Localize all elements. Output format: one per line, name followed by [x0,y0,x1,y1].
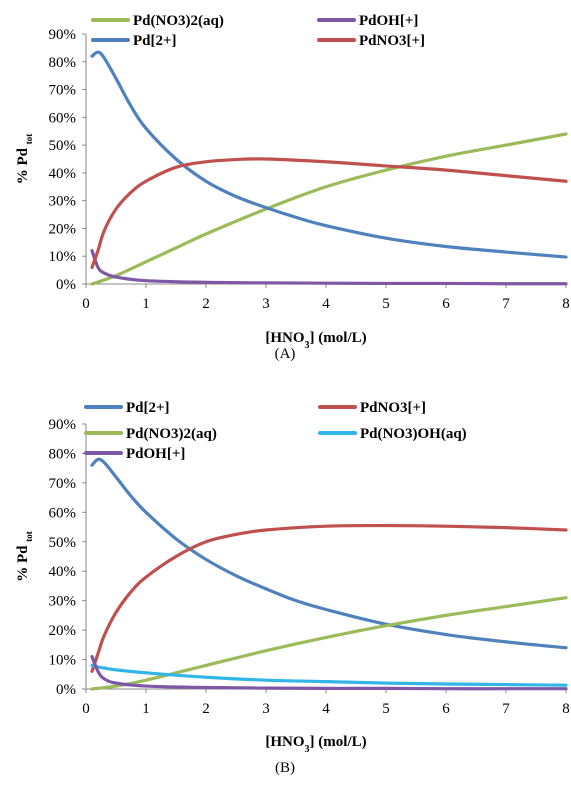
chart-a-series-line-pdno3 [90,157,568,269]
chart-b-series-line-pdoh [90,655,568,691]
chart-a-y-tick-label: 50% [49,138,77,154]
chart-b-legend-label-pdno3: PdNO3[+] [360,400,426,416]
chart-b-y-axis-label: % Pd tot [15,531,34,582]
chart-b-legend-label-pd-2: Pd[2+] [126,400,170,416]
chart-b-x-tick-label: 5 [382,701,390,717]
chart-b-series-line-pd-2 [90,457,568,650]
chart-b-y-tick-label: 30% [49,594,77,610]
chart-a-x-tick-label: 2 [202,296,210,312]
chart-a-x-tick-label: 1 [142,296,150,312]
chart-a-y-tick-label: 20% [49,221,77,237]
chart-a-legend-label-pd-2: Pd[2+] [133,33,177,49]
chart-a-series-line-pd-no3-2-aq [90,132,568,286]
chart-b-y-tick-label: 20% [49,623,77,639]
chart-a-y-tick-label: 80% [49,55,77,71]
chart-b-y-tick-label: 60% [49,505,77,521]
chart-a: 0% 10% 20% 30% 40% 50% 60% 70% 80% 90% 0 1 2 3 4 5 6 7 8 [H… [0,0,571,390]
chart-a-y-tick-label: 0% [56,277,76,293]
chart-a-legend-label-pdno3: PdNO3[+] [359,33,425,49]
chart-b-y-tick-label: 80% [49,446,77,462]
chart-a-y-tick-label: 30% [49,194,77,210]
chart-a-x-tick-label: 6 [442,296,450,312]
chart-a-y-tick-label: 10% [49,249,77,265]
chart-a-x-tick-label: 3 [262,296,270,312]
chart-b-x-axis-label: [HNO3] (mol/L) [265,734,366,755]
chart-a-legend-label-pdoh: PdOH[+] [359,13,418,29]
chart-b-x-tick-label: 7 [502,701,510,717]
chart-a-y-tick-label: 60% [49,110,77,126]
chart-a-y-tick-label: 70% [49,83,77,99]
chart-a-y-tick-label: 90% [49,27,77,43]
chart-b-x-tick-label: 3 [262,701,270,717]
chart-a-x-tick-label: 8 [562,296,570,312]
chart-b-x-tick-label: 2 [202,701,210,717]
chart-b-x-tick-label: 4 [322,701,330,717]
chart-b-series-line-pd-no3-oh-aq [90,663,568,687]
chart-a-x-tick-label: 4 [322,296,330,312]
chart-a-y-tick-label: 40% [49,166,77,182]
chart-a-x-tick-label: 5 [382,296,390,312]
chart-b-caption: (B) [275,760,295,776]
chart-b-svg: 0% 10% 20% 30% 40% 50% 60% 70% 80% 90% 0 1 2 3 4 5 6 7 8 [H… [15,400,570,776]
chart-b-x-tick-label: 8 [562,701,570,717]
chart-a-svg: 0% 10% 20% 30% 40% 50% 60% 70% 80% 90% 0 1 2 3 4 5 6 7 8 [H… [15,13,570,362]
chart-b-y-tick-label: 0% [56,682,76,698]
chart-b-x-tick-label: 0 [82,701,90,717]
chart-b-y-tick-label: 90% [49,417,77,433]
chart-a-caption: (A) [275,346,296,362]
chart-a-x-axis-label: [HNO3] (mol/L) [265,330,366,351]
chart-b-legend-label-pd-no3-2-aq: Pd(NO3)2(aq) [126,426,217,442]
chart-b-series-line-pdno3 [90,523,568,673]
chart-b-y-tick-label: 50% [49,535,77,551]
chart-a-series-line-pd-2 [90,50,568,259]
chart-b-x-tick-label: 1 [142,701,150,717]
chart-a-x-tick-label: 0 [82,296,90,312]
chart-b-x-tick-label: 6 [442,701,450,717]
chart-a-x-tick-label: 7 [502,296,510,312]
chart-b-legend-label-pd-no3-oh-aq: Pd(NO3)OH(aq) [360,426,467,442]
chart-b-y-tick-label: 70% [49,476,77,492]
chart-b: 0% 10% 20% 30% 40% 50% 60% 70% 80% 90% 0 1 2 3 4 5 6 7 8 [H… [0,390,571,780]
chart-b-y-tick-label: 40% [49,564,77,580]
chart-a-legend-label-pd-no3-2-aq: Pd(NO3)2(aq) [133,13,224,29]
chart-b-legend-label-pdoh: PdOH[+] [126,446,185,462]
chart-a-series-line-pdoh [90,249,568,286]
chart-b-y-tick-label: 10% [49,653,77,669]
chart-a-y-axis-label: % Pd tot [15,134,34,185]
